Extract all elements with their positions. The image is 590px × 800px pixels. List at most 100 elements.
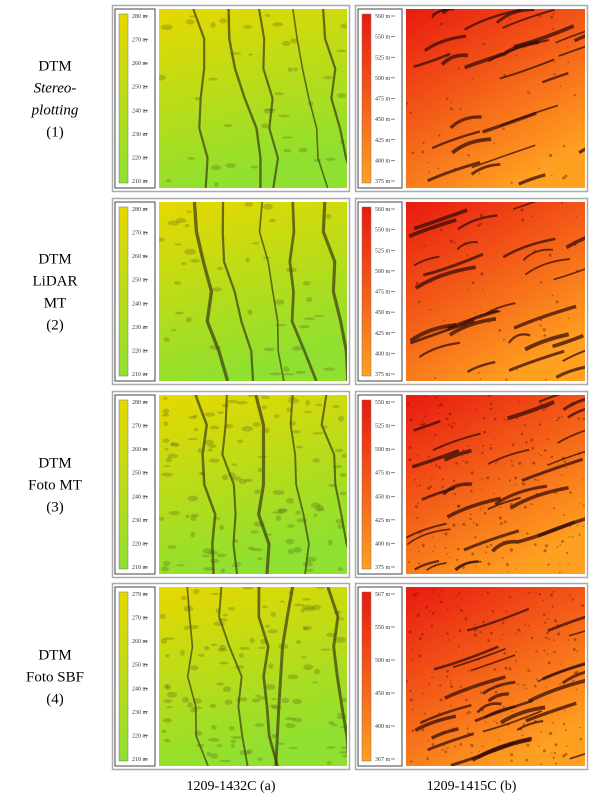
legend-label: 567 m: [375, 592, 391, 598]
relief: [563, 514, 565, 516]
relief: [580, 503, 581, 504]
relief: [305, 557, 316, 562]
relief: [503, 419, 505, 421]
relief: [212, 287, 222, 291]
relief: [552, 757, 554, 759]
relief: [411, 648, 412, 649]
relief: [421, 729, 424, 732]
relief: [252, 698, 260, 702]
relief: [439, 595, 440, 596]
relief: [551, 753, 552, 754]
relief: [437, 745, 439, 747]
relief: [578, 452, 581, 455]
relief: [502, 557, 504, 559]
relief: [440, 23, 443, 26]
relief: [568, 318, 569, 319]
relief: [548, 661, 551, 664]
relief: [468, 445, 470, 447]
relief: [556, 300, 559, 303]
legend-label: 375 m: [375, 179, 391, 185]
relief: [186, 317, 192, 322]
relief: [460, 609, 463, 612]
relief: [566, 552, 568, 554]
relief: [315, 403, 322, 406]
relief: [275, 299, 285, 305]
relief: [547, 654, 549, 656]
relief: [257, 757, 263, 760]
legend-bar: [362, 207, 371, 376]
relief: [557, 624, 559, 626]
relief: [532, 361, 534, 363]
relief: [504, 520, 507, 523]
relief: [439, 405, 441, 407]
relief: [292, 346, 302, 351]
row-label: Foto SBF: [26, 670, 84, 686]
legend-label: 260 m: [132, 447, 148, 453]
relief: [278, 644, 288, 649]
relief: [446, 632, 449, 635]
relief: [306, 569, 314, 572]
legend-label: 250 m: [132, 471, 148, 477]
relief: [248, 309, 253, 315]
relief: [444, 750, 447, 753]
legend-label: 475 m: [375, 290, 391, 296]
relief: [204, 646, 209, 651]
relief: [492, 682, 493, 683]
relief: [190, 259, 199, 263]
relief: [482, 43, 484, 45]
relief: [518, 462, 521, 465]
relief: [434, 377, 436, 379]
relief: [455, 462, 458, 465]
relief: [447, 747, 449, 749]
relief: [527, 91, 529, 93]
relief: [490, 632, 493, 635]
relief: [161, 473, 173, 477]
relief: [437, 167, 439, 169]
relief: [430, 462, 432, 464]
relief: [419, 484, 421, 486]
relief: [563, 145, 565, 147]
relief: [337, 524, 344, 529]
relief: [164, 684, 169, 689]
relief: [297, 518, 307, 523]
relief: [480, 214, 483, 217]
relief: [488, 321, 490, 323]
relief: [407, 511, 408, 512]
relief: [288, 549, 295, 554]
relief: [198, 448, 202, 453]
relief: [454, 168, 456, 170]
relief: [245, 258, 250, 263]
relief: [241, 426, 253, 432]
relief: [547, 563, 549, 565]
relief: [261, 396, 270, 399]
row-label: (1): [46, 125, 64, 141]
relief: [225, 163, 236, 168]
relief: [299, 148, 308, 153]
relief: [251, 166, 258, 169]
relief: [253, 422, 261, 426]
relief: [419, 531, 422, 534]
relief: [410, 761, 412, 763]
relief: [342, 453, 347, 457]
relief: [223, 686, 231, 692]
relief: [217, 648, 227, 652]
relief: [531, 637, 534, 640]
relief: [166, 706, 173, 708]
relief: [340, 492, 347, 495]
relief: [486, 502, 487, 503]
relief: [433, 592, 434, 593]
relief: [305, 400, 310, 406]
relief: [524, 505, 527, 508]
legend-label: 400 m: [375, 351, 391, 357]
terrain-image: [157, 9, 356, 188]
relief: [292, 699, 302, 704]
legend-label: 400 m: [375, 541, 391, 547]
relief: [553, 507, 555, 509]
legend-label: 250 m: [132, 85, 148, 91]
relief: [327, 761, 332, 765]
relief: [565, 175, 568, 178]
legend-label: 210 m: [132, 565, 148, 571]
legend-bar: [119, 14, 128, 183]
relief: [552, 28, 554, 30]
relief: [166, 179, 172, 182]
